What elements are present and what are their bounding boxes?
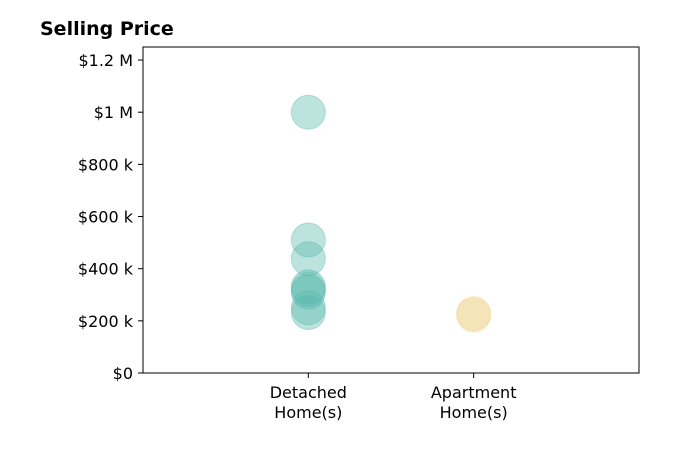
data-point bbox=[290, 290, 326, 326]
y-tick-label: $400 k bbox=[78, 260, 134, 279]
y-tick-label: $0 bbox=[113, 364, 133, 383]
data-point bbox=[290, 222, 326, 258]
data-point bbox=[290, 272, 326, 308]
data-point bbox=[456, 296, 492, 332]
y-tick-label: $1.2 M bbox=[78, 51, 133, 70]
y-tick-label: $200 k bbox=[78, 312, 134, 331]
plot-frame bbox=[142, 46, 640, 374]
chart-title: Selling Price bbox=[40, 18, 174, 40]
x-tick-label: Detached Home(s) bbox=[270, 383, 347, 422]
y-tick-label: $600 k bbox=[78, 208, 134, 227]
data-points bbox=[290, 94, 492, 333]
data-point bbox=[290, 241, 326, 277]
x-axis: Detached Home(s) Apartment Home(s) bbox=[270, 373, 517, 422]
y-axis: $0 $200 k $400 k $600 k $800 k $1 M $1.2 M bbox=[78, 51, 143, 383]
data-point bbox=[290, 269, 326, 305]
y-tick-label: $800 k bbox=[78, 155, 134, 174]
data-point bbox=[290, 94, 326, 130]
data-point bbox=[290, 294, 326, 330]
data-point bbox=[290, 274, 326, 310]
data-point bbox=[456, 297, 492, 333]
x-tick-label: Apartment Home(s) bbox=[431, 383, 517, 422]
y-tick-label: $1 M bbox=[94, 103, 133, 122]
